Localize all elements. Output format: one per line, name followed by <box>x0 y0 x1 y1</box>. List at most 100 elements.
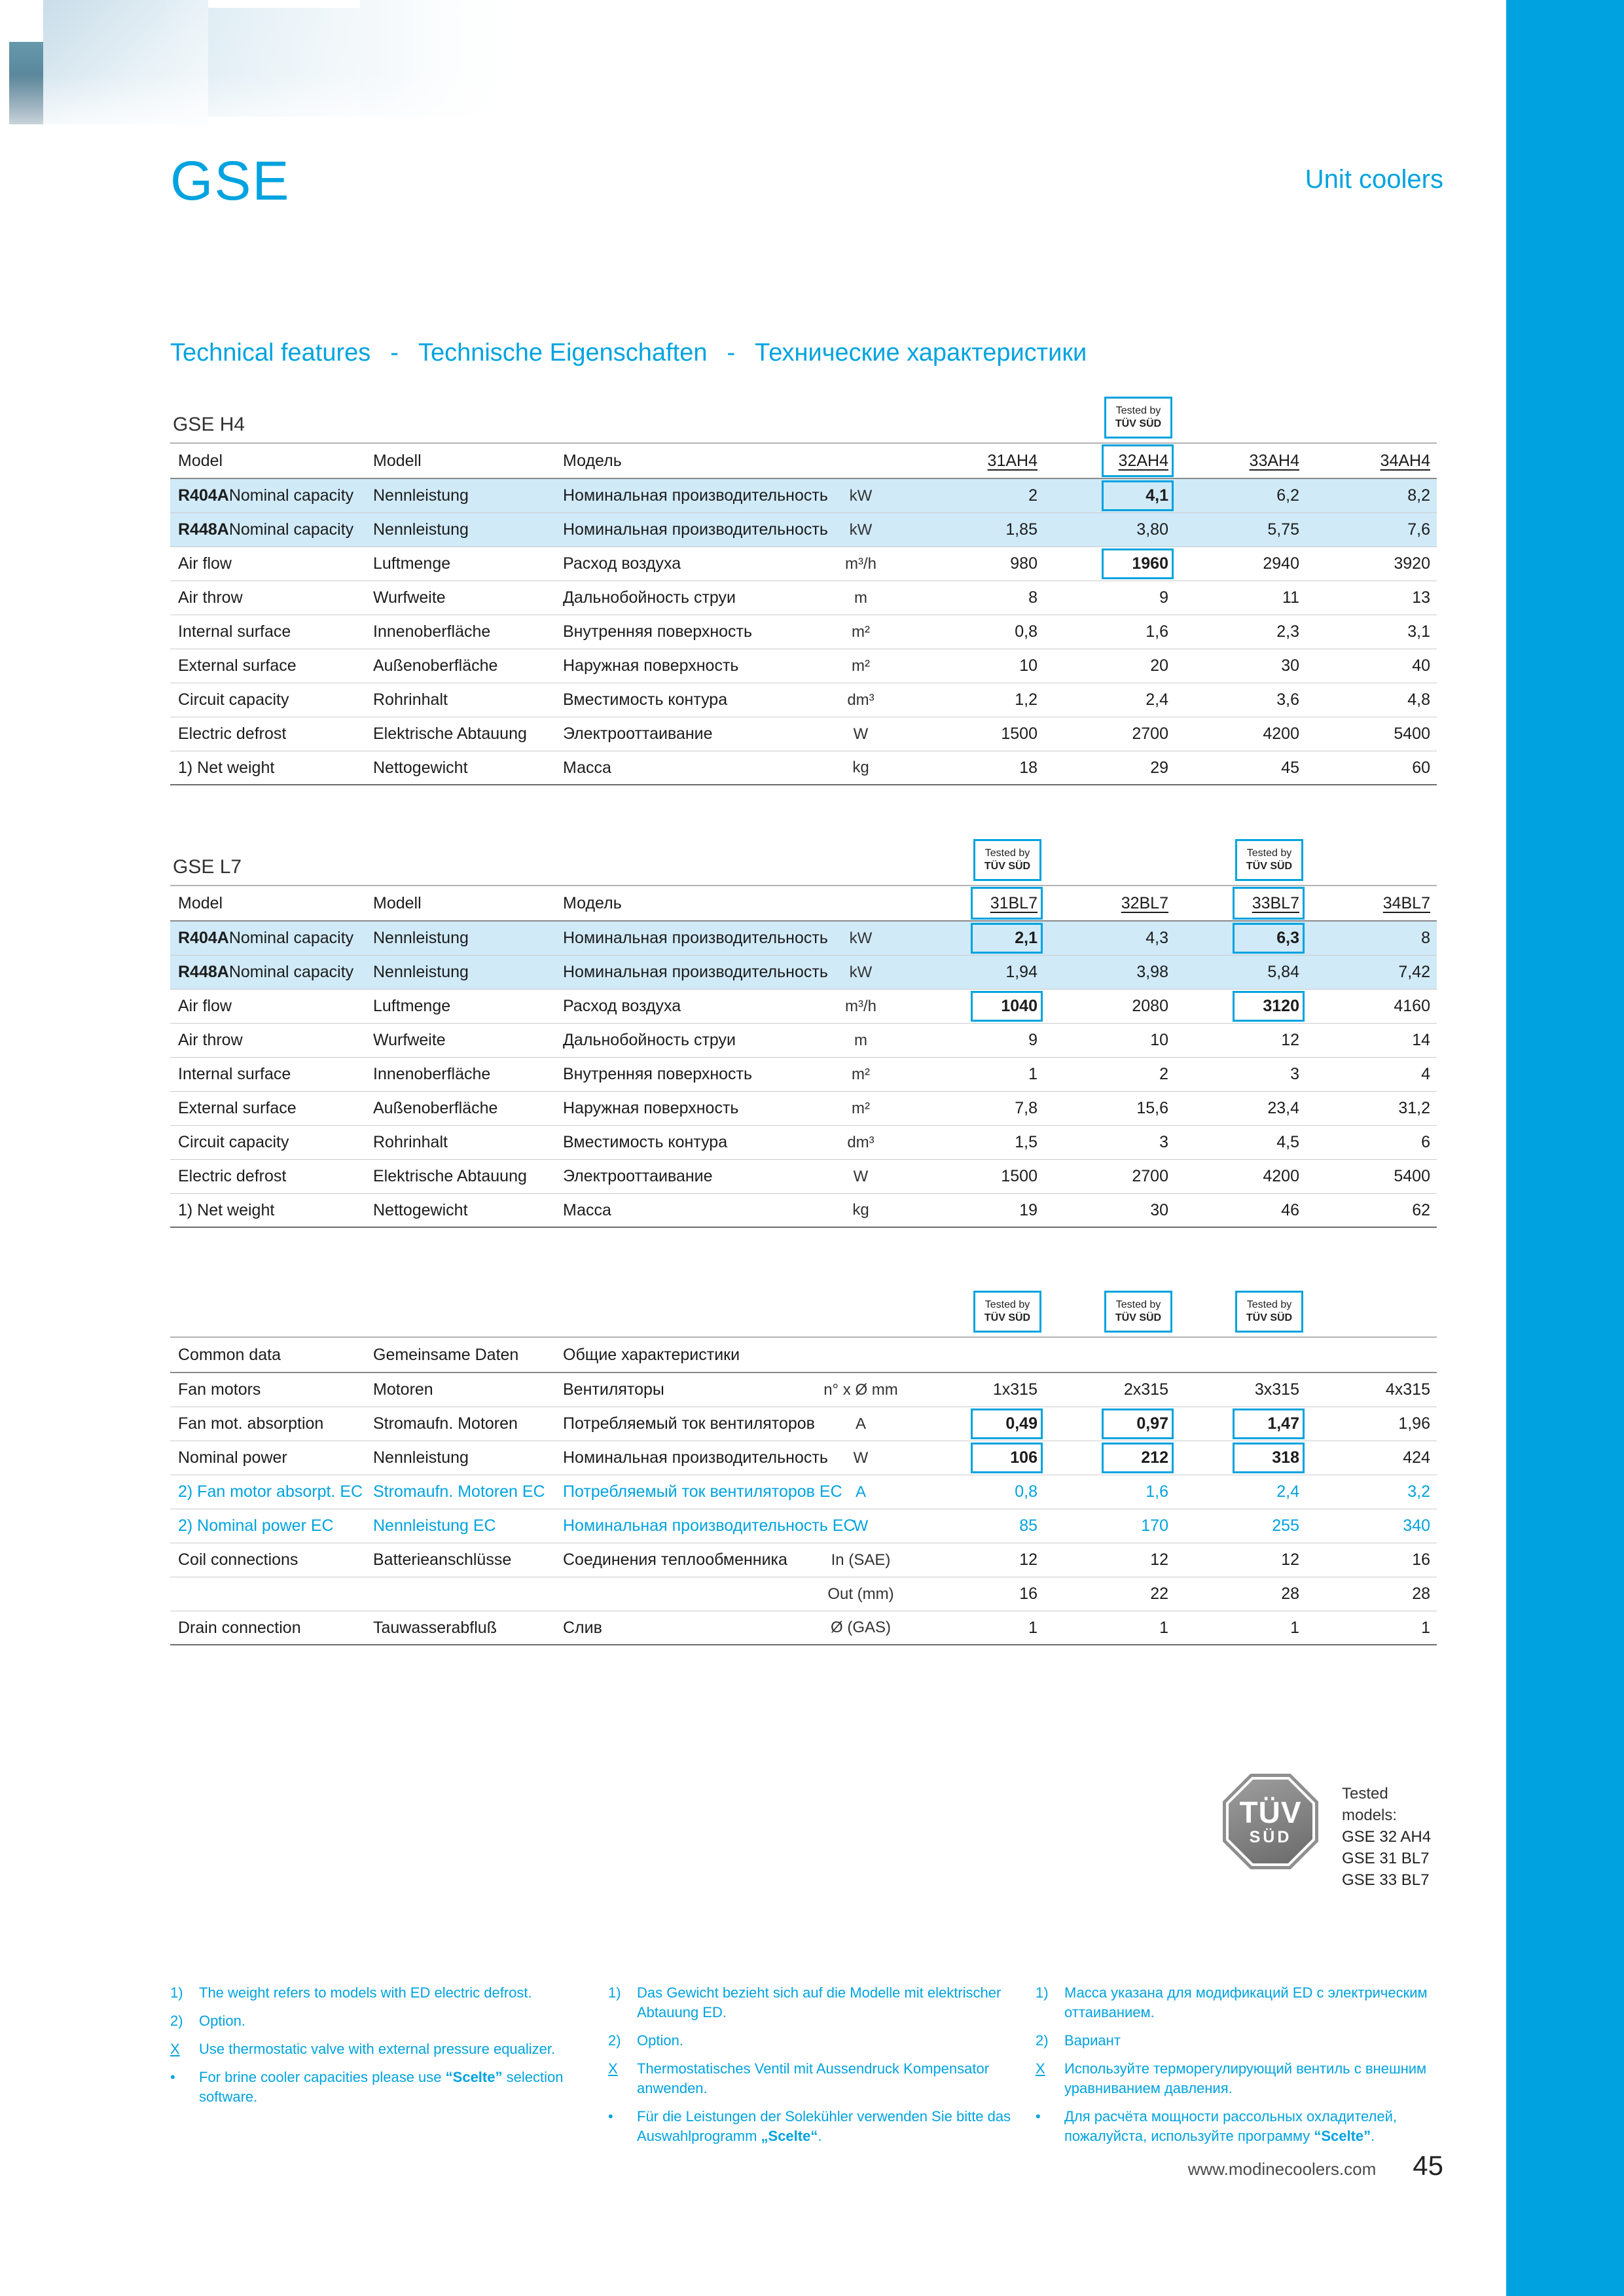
footnote-text: Для расчёта мощности рассольных охладите… <box>1064 2108 1398 2144</box>
value-cell: 1 <box>1421 1618 1430 1637</box>
category-label: Unit coolers <box>1305 165 1443 194</box>
table-row: R448A Nominal capacity Nennleistung Номина… <box>170 513 1437 547</box>
row-label-ru: Номинальная производительность <box>563 963 828 981</box>
value-cell: 5400 <box>1394 725 1430 743</box>
table-common-data: Tested by TÜV SÜD Tested by TÜV SÜD Tested b… <box>170 1284 1437 1645</box>
value-cell: 1 <box>1028 1618 1038 1637</box>
table-header-area: GSE H4 Tested by TÜV SÜD <box>170 390 1437 442</box>
section-heading-ru: Технические характеристики <box>755 339 1087 367</box>
row-label-en: Drain connection <box>178 1618 301 1637</box>
footnote-text: Option. <box>637 2032 683 2049</box>
row-unit-cell: W <box>853 1516 869 1535</box>
row-unit-cell: A <box>855 1482 866 1501</box>
footnote-marker: X <box>1036 2060 1045 2077</box>
column-header-unit <box>805 1338 916 1372</box>
value-cell: 1,96 <box>1398 1414 1430 1433</box>
tuv-sud-label: TÜV SÜD <box>1115 1312 1162 1323</box>
footnote-text: The weight refers to models with ED elec… <box>199 1984 532 2001</box>
value-cell: 5,75 <box>1267 520 1299 539</box>
row-label-de: Wurfweite <box>373 588 446 607</box>
model-column-header: 34AH4 <box>1380 451 1430 470</box>
row-label-de: Motoren <box>373 1380 433 1399</box>
footnote-text: Thermostatisches Ventil mit Aussendruck … <box>637 2060 990 2096</box>
value-cell: 2940 <box>1263 554 1299 573</box>
value-cell: 4160 <box>1394 997 1430 1015</box>
row-label-de: Nettogewicht <box>373 758 468 777</box>
footnote-item: 2) Option. <box>170 2011 602 2031</box>
row-label-ru: Масса <box>563 1200 611 1219</box>
value-cell: 106 <box>916 1441 1044 1475</box>
footnote-text: Масса указана для модификаций ED с элект… <box>1064 1984 1428 2020</box>
value-cell: 3,80 <box>1136 520 1168 539</box>
value-cell: 8 <box>1028 588 1038 607</box>
table-row: Drain connection Tauwasserabfluß Слив Ø (GA… <box>170 1611 1437 1645</box>
row-label-de: Außenoberfläche <box>373 656 498 675</box>
row-label-de: Nennleistung <box>373 486 469 505</box>
table-row: Air flow Luftmenge Расход воздуха m³/h 980 19… <box>170 547 1437 581</box>
row-unit-cell: m² <box>852 656 870 675</box>
value-cell: 1,6 <box>1146 622 1168 641</box>
table-row: Fan mot. absorption Stromaufn. Motoren Пот… <box>170 1407 1437 1441</box>
page-footer: www.modinecoolers.com 45 <box>1188 2150 1443 2181</box>
footnote-text: For brine cooler capacities please use “… <box>199 2069 564 2105</box>
value-cell: 3920 <box>1394 554 1430 573</box>
page-title: GSE <box>170 150 291 211</box>
value-cell: 9 <box>1028 1031 1038 1049</box>
value-cell: 8 <box>1421 929 1430 947</box>
table-title: GSE L7 <box>173 856 242 878</box>
row-unit-cell: m³/h <box>845 997 876 1015</box>
row-label-en: Nominal power <box>178 1448 287 1467</box>
value-cell: 980 <box>1010 554 1038 573</box>
value-cell: 3 <box>1159 1133 1168 1151</box>
value-cell: 2700 <box>1132 725 1168 743</box>
row-unit-cell: kW <box>849 520 873 539</box>
table-row: Air throw Wurfweite Дальнобойность струи m 8… <box>170 581 1437 615</box>
table-row: Fan motors Motoren Вентиляторы n° x Ø mm 1x3… <box>170 1373 1437 1407</box>
row-label-de: Nettogewicht <box>373 1200 468 1219</box>
footnote-marker: X <box>608 2060 618 2077</box>
row-unit-cell: kW <box>849 486 873 505</box>
footnote-item: • For brine cooler capacities please use … <box>170 2068 602 2107</box>
value-cell: 1 <box>1290 1618 1299 1637</box>
table-row: Internal surface Innenoberfläche Внутрення… <box>170 1058 1437 1092</box>
row-label-ru: Масса <box>563 758 611 777</box>
row-unit-cell: m³/h <box>845 554 876 573</box>
value-cell: 3,6 <box>1276 691 1299 709</box>
row-label-ru: Вместимость контура <box>563 1133 728 1151</box>
footnote-item: 1) Масса указана для модификаций ED с эле… <box>1036 1983 1468 2022</box>
row-label-de: Elektrische Abtauung <box>373 1167 527 1185</box>
column-header: Modell <box>373 893 422 912</box>
tested-models-block: Tested models: GSE 32 AH4 GSE 31 BL7 GSE… <box>1342 1783 1437 1891</box>
footnote-item: • Für die Leistungen der Solekühler verwe… <box>608 2107 1040 2146</box>
footnote-item: • Для расчёта мощности рассольных охладит… <box>1036 2107 1468 2146</box>
footnote-item: X Use thermostatic valve with external pr… <box>170 2039 602 2059</box>
table-header-row: Model Modell Модель 31BL7 32BL7 33BL7 34BL7 <box>170 886 1437 922</box>
column-header: Модель <box>563 451 622 470</box>
table-row: 1) Net weight Nettogewicht Масса kg 18 29 45 60 <box>170 751 1437 785</box>
row-unit-cell: A <box>855 1414 866 1433</box>
row-label-en: Fan motors <box>178 1380 261 1399</box>
row-unit-cell: dm³ <box>847 691 875 709</box>
table-row: 2) Nominal power EC Nennleistung EC Номина… <box>170 1509 1437 1543</box>
tested-by-tuv-sud-badge: Tested by TÜV SÜD <box>1235 839 1303 881</box>
tested-by-tuv-sud-badge: Tested by TÜV SÜD <box>973 1291 1041 1333</box>
footnote-text: Das Gewicht bezieht sich auf die Modelle… <box>637 1984 1001 2020</box>
row-label-de: Stromaufn. Motoren EC <box>373 1482 545 1501</box>
footnote-text: Für die Leistungen der Solekühler verwen… <box>637 2108 1011 2144</box>
model-column-header: 33AH4 <box>1249 451 1299 470</box>
value-cell: 1040 <box>916 990 1044 1023</box>
column-header: Model <box>178 893 223 912</box>
row-label-en: Circuit capacity <box>178 1133 289 1151</box>
footnote-text: Option. <box>199 2013 245 2029</box>
table-row: External surface Außenoberfläche Наружная … <box>170 649 1437 683</box>
value-cell: 1500 <box>1001 725 1038 743</box>
footnote-marker: 1) <box>1036 1984 1049 2001</box>
model-column-header <box>1044 1338 1175 1372</box>
row-unit-cell: kg <box>852 1201 869 1219</box>
value-cell: 8,2 <box>1407 486 1430 505</box>
footnote-item: 1) Das Gewicht bezieht sich auf die Model… <box>608 1983 1040 2022</box>
value-cell: 0,8 <box>1015 622 1038 641</box>
value-cell: 7,42 <box>1398 963 1430 981</box>
tested-by-tuv-sud-badge: Tested by TÜV SÜD <box>973 839 1041 881</box>
row-label-de: Innenoberfläche <box>373 622 491 641</box>
